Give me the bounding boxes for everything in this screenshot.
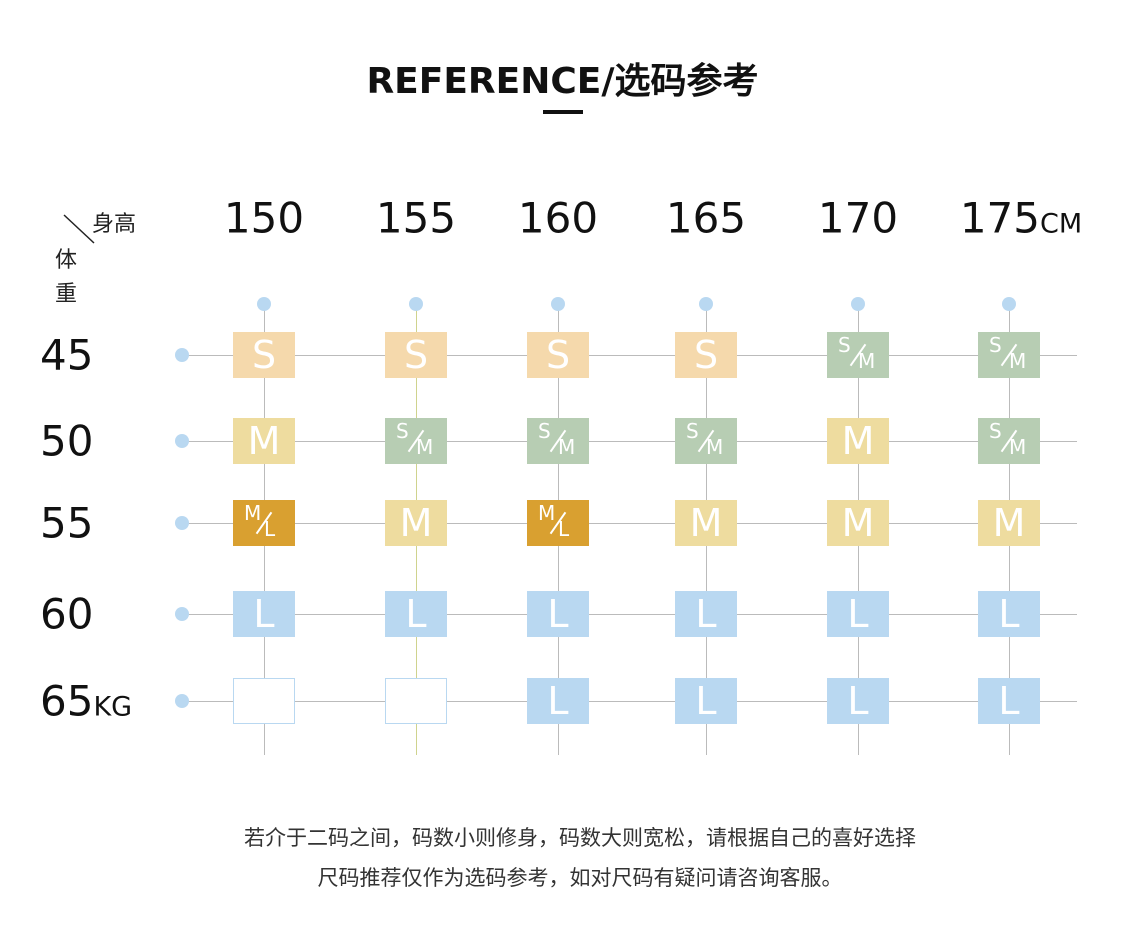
weight-value: 55 <box>40 498 94 548</box>
row-line <box>182 614 1077 615</box>
column-dot <box>257 297 271 311</box>
weight-value: 60 <box>40 589 94 639</box>
size-cell: M <box>978 500 1040 546</box>
size-cell: S <box>675 332 737 378</box>
size-cell: L <box>527 591 589 637</box>
row-dot <box>175 694 189 708</box>
row-dot <box>175 516 189 530</box>
size-over: S <box>989 333 1002 357</box>
size-over: S <box>538 419 551 443</box>
size-cell: L <box>978 591 1040 637</box>
size-cell: M <box>827 418 889 464</box>
size-under: M <box>706 435 724 459</box>
size-cell: L <box>827 678 889 724</box>
height-value: 160 <box>517 193 599 243</box>
column-dot <box>1002 297 1016 311</box>
size-cell: L <box>527 678 589 724</box>
weight-value: 50 <box>40 416 94 466</box>
size-under: M <box>558 435 576 459</box>
size-cell: L <box>675 678 737 724</box>
column-dot <box>699 297 713 311</box>
weight-label: 50 <box>40 417 93 466</box>
weight-label: 65KG <box>40 677 132 726</box>
size-cell: L <box>233 591 295 637</box>
height-label: 165 <box>666 194 746 243</box>
title-underline <box>543 110 583 114</box>
size-cell: L <box>675 591 737 637</box>
size-over: S <box>989 419 1002 443</box>
size-under: M <box>1009 435 1027 459</box>
weight-label: 60 <box>40 590 93 639</box>
size-cell <box>385 678 447 724</box>
row-dot <box>175 434 189 448</box>
size-cell: M <box>675 500 737 546</box>
corner-height: 身高 <box>92 212 137 237</box>
size-over: M <box>538 501 556 525</box>
weight-unit: KG <box>93 691 133 723</box>
size-cell: S <box>385 332 447 378</box>
height-label: 160 <box>518 194 598 243</box>
size-under: M <box>858 349 876 373</box>
size-cell: S <box>527 332 589 378</box>
column-dot <box>851 297 865 311</box>
height-label: 150 <box>224 194 304 243</box>
size-cell: L <box>385 591 447 637</box>
column-dot <box>551 297 565 311</box>
size-under: M <box>1009 349 1027 373</box>
height-label: 175CM <box>960 194 1082 243</box>
height-value: 150 <box>223 193 305 243</box>
weight-label: 55 <box>40 499 93 548</box>
size-cell <box>233 678 295 724</box>
title: REFERENCE/选码参考 <box>366 61 759 102</box>
height-label: 170 <box>818 194 898 243</box>
size-under: M <box>416 435 434 459</box>
height-unit: CM <box>1040 208 1083 240</box>
height-value: 170 <box>817 193 899 243</box>
note-line: 尺码推荐仅作为选码参考，如对尺码有疑问请咨询客服。 <box>317 866 843 890</box>
column-dot <box>409 297 423 311</box>
height-value: 175 <box>959 193 1041 243</box>
corner-weight: 重 <box>55 282 78 307</box>
size-over: M <box>244 501 262 525</box>
size-cell: L <box>827 591 889 637</box>
weight-label: 45 <box>40 331 93 380</box>
size-cell: L <box>978 678 1040 724</box>
height-label: 155 <box>376 194 456 243</box>
weight-value: 45 <box>40 330 94 380</box>
row-line <box>182 523 1077 524</box>
size-over: S <box>838 333 851 357</box>
weight-value: 65 <box>40 676 94 726</box>
size-under: L <box>558 517 570 541</box>
size-cell: M <box>233 418 295 464</box>
height-value: 155 <box>375 193 457 243</box>
size-over: S <box>396 419 409 443</box>
size-over: S <box>686 419 699 443</box>
row-dot <box>175 607 189 621</box>
size-cell: M <box>827 500 889 546</box>
size-cell: M <box>385 500 447 546</box>
corner-diagonal <box>63 214 95 244</box>
height-value: 165 <box>665 193 747 243</box>
row-line <box>182 355 1077 356</box>
note-line: 若介于二码之间，码数小则修身，码数大则宽松，请根据自己的喜好选择 <box>244 826 916 850</box>
row-line <box>182 441 1077 442</box>
size-cell: S <box>233 332 295 378</box>
size-under: L <box>264 517 276 541</box>
row-dot <box>175 348 189 362</box>
corner-weight: 体 <box>55 248 78 273</box>
row-line <box>182 701 1077 702</box>
